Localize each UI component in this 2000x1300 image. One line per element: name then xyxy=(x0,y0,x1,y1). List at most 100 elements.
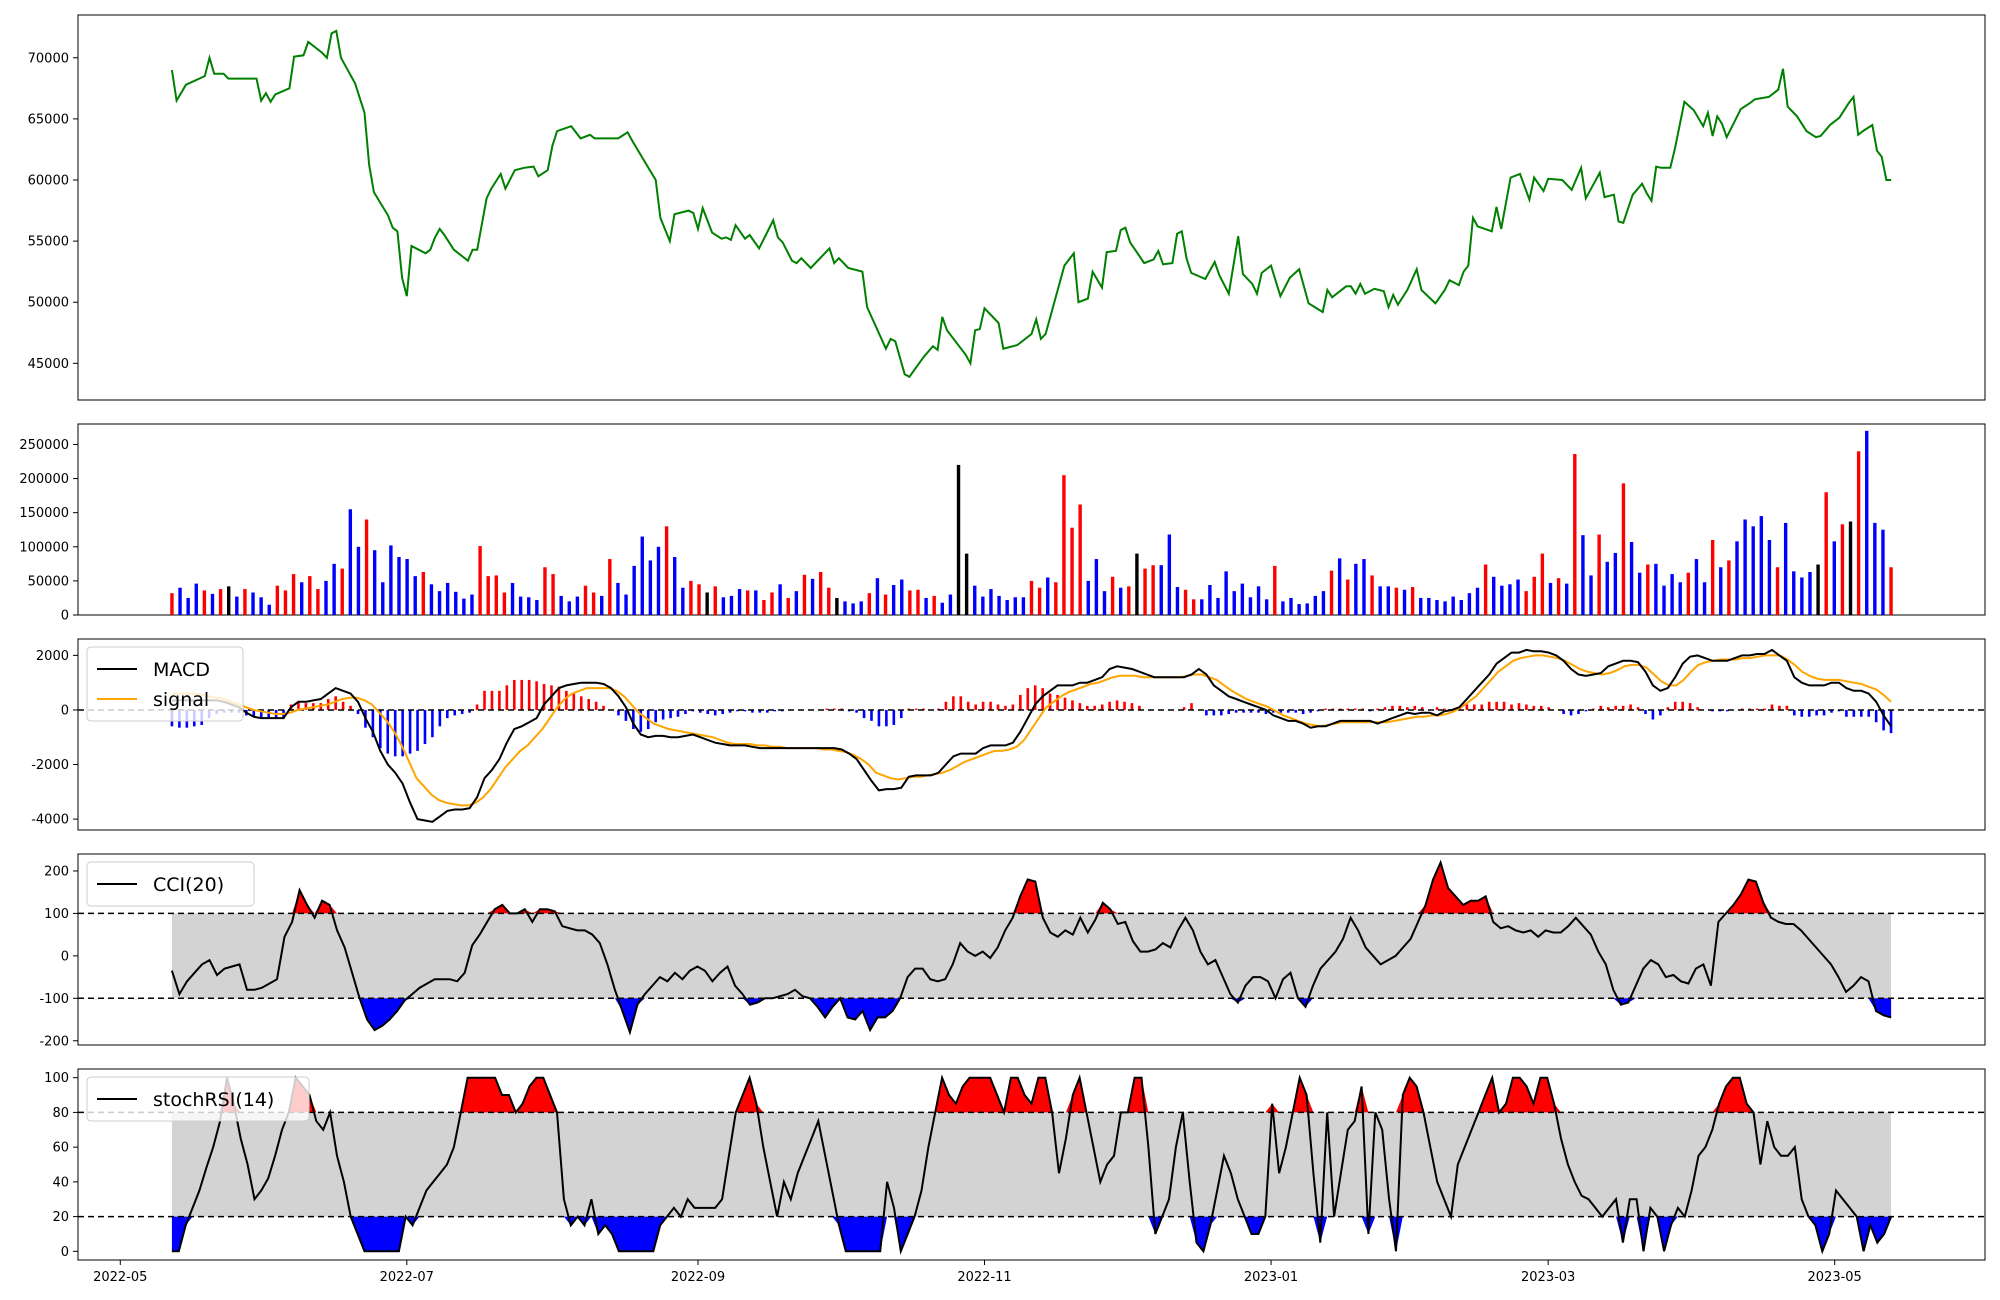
volume-bar xyxy=(1775,567,1780,615)
macd-histogram-bar xyxy=(490,690,494,710)
oversold-fill xyxy=(171,1216,1892,1252)
volume-bar xyxy=(859,601,863,615)
legend-label: MACD xyxy=(153,659,210,681)
volume-bar xyxy=(1297,604,1301,615)
stochrsi-line xyxy=(171,1074,1893,1256)
price-panel: 45000 50000 55000 60000 65000 70000 xyxy=(28,14,1986,401)
volume-bar xyxy=(1500,585,1504,615)
volume-bar xyxy=(1248,597,1253,615)
volume-bar xyxy=(502,592,507,615)
macd-histogram-bar xyxy=(379,709,382,749)
macd-histogram-bar xyxy=(1666,707,1670,710)
volume-bar xyxy=(867,593,872,615)
volume-bar xyxy=(397,557,401,615)
macd-histogram-bar xyxy=(959,696,963,710)
volume-bar xyxy=(1216,597,1220,615)
macd-histogram-bar xyxy=(1845,709,1848,717)
macd-histogram-bar xyxy=(297,701,300,710)
macd-histogram-bar xyxy=(1569,709,1573,716)
volume-bar xyxy=(1483,564,1488,615)
volume-bar xyxy=(1581,535,1585,615)
macd-histogram-bar xyxy=(1026,688,1030,710)
volume-bar xyxy=(1078,504,1082,615)
macd-histogram-bar xyxy=(1294,709,1297,713)
macd-histogram-bar xyxy=(1830,709,1833,713)
volume-bar xyxy=(1354,563,1358,615)
macd-histogram-bar xyxy=(416,709,419,751)
volume-bar xyxy=(218,589,223,615)
volume-bar xyxy=(810,578,815,615)
macd-histogram-bar xyxy=(1138,705,1141,710)
macd-histogram-bar xyxy=(1510,704,1513,710)
macd-histogram-bar xyxy=(1852,709,1856,717)
macd-histogram-bar xyxy=(1130,703,1134,710)
macd-histogram-bar xyxy=(1056,694,1059,710)
volume-bar xyxy=(543,567,547,615)
signal-line xyxy=(171,654,1892,807)
volume-bar xyxy=(1435,599,1439,615)
macd-histogram-bar xyxy=(974,704,977,710)
volume-bar xyxy=(429,584,434,615)
volume-bar xyxy=(1865,430,1869,615)
macd-histogram-bar xyxy=(1406,707,1409,710)
y-tick-label: 20 xyxy=(52,1210,69,1225)
volume-bar xyxy=(1832,541,1836,615)
macd-histogram-bar xyxy=(617,709,620,716)
volume-bar xyxy=(1743,519,1747,615)
volume-bar xyxy=(1637,572,1642,615)
macd-histogram-bar xyxy=(505,685,509,710)
volume-bar xyxy=(1013,597,1017,615)
macd-histogram-bar xyxy=(1219,709,1223,716)
volume-bar xyxy=(1621,483,1626,615)
volume-bar xyxy=(681,587,685,615)
macd-histogram-bar xyxy=(572,693,576,710)
volume-bar xyxy=(1370,575,1374,615)
macd-histogram-bar xyxy=(1272,709,1275,713)
macd-histogram-bar xyxy=(899,709,903,719)
volume-bar xyxy=(1289,597,1293,615)
volume-bar xyxy=(1094,559,1099,615)
volume-bar xyxy=(1281,601,1285,615)
macd-histogram-bar xyxy=(885,709,888,727)
volume-bar xyxy=(745,590,750,615)
macd-histogram-bar xyxy=(1815,709,1818,716)
macd-histogram-bar xyxy=(356,709,360,715)
macd-histogram-bar xyxy=(1487,701,1491,710)
macd-histogram-bar xyxy=(981,701,985,710)
macd-histogram-bar xyxy=(252,709,256,717)
volume-bar xyxy=(754,590,758,615)
legend-label: stochRSI(14) xyxy=(153,1089,274,1111)
macd-histogram-bar xyxy=(542,684,546,710)
macd-histogram-bar xyxy=(1309,709,1312,713)
volume-bar xyxy=(729,595,734,615)
legend-label: CCI(20) xyxy=(153,874,224,896)
macd-histogram-bar xyxy=(1212,709,1216,716)
macd-histogram-bar xyxy=(1435,707,1439,710)
volume-bar xyxy=(332,563,336,615)
volume-bar xyxy=(583,585,588,615)
volume-bar xyxy=(1856,451,1861,615)
macd-histogram-bar xyxy=(267,709,270,719)
volume-bar xyxy=(1540,553,1545,615)
volume-bar xyxy=(1816,564,1820,615)
volume-bar xyxy=(1329,570,1334,615)
y-tick-label: 60000 xyxy=(28,174,69,189)
macd-histogram-bar xyxy=(832,708,836,710)
volume-bar xyxy=(1005,599,1009,615)
volume-bar xyxy=(1070,527,1074,615)
macd-histogram-bar xyxy=(1539,705,1543,710)
volume-bar xyxy=(1589,575,1593,615)
macd-histogram-bar xyxy=(1874,709,1878,723)
volume-bar xyxy=(1232,591,1236,615)
macd-histogram-bar xyxy=(1048,693,1052,710)
volume-bar xyxy=(1273,565,1277,615)
macd-histogram-bar xyxy=(713,709,717,716)
macd-histogram-bar xyxy=(1420,707,1424,710)
macd-histogram-bar xyxy=(1807,709,1811,717)
macd-histogram-bar xyxy=(1279,709,1283,713)
volume-bar xyxy=(924,597,928,615)
volume-bar xyxy=(835,597,839,615)
y-tick-label: -100 xyxy=(39,992,69,1007)
macd-histogram-bar xyxy=(535,681,538,710)
volume-bar xyxy=(1678,582,1682,615)
